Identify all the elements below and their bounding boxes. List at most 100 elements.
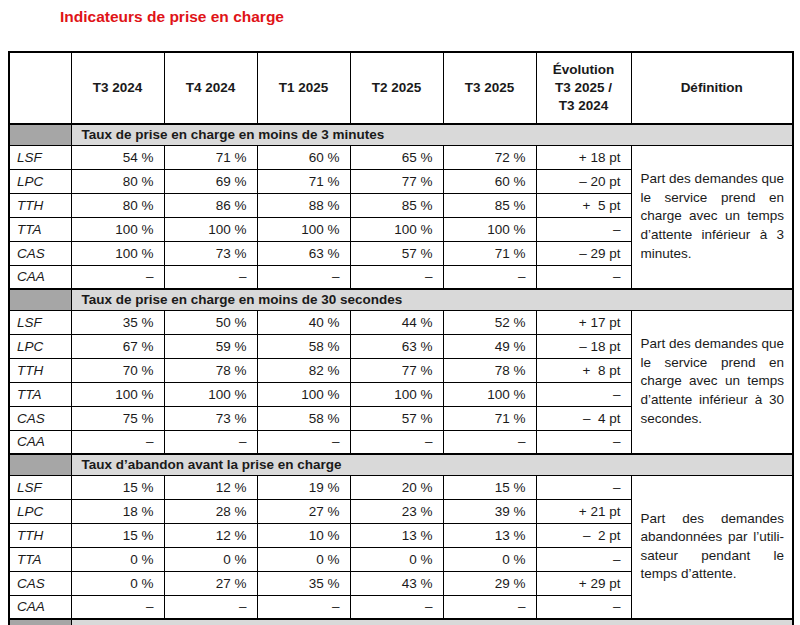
value-cell: 67 % (71, 334, 164, 358)
row-label: LSF (9, 475, 71, 499)
value-cell: – (350, 430, 443, 454)
value-cell: – (443, 265, 536, 289)
value-cell: 18 % (71, 499, 164, 523)
value-cell: – (257, 595, 350, 619)
table-row: LSF15 %12 %19 %20 %15 %–Part des demande… (9, 475, 793, 499)
value-cell: 0 % (257, 547, 350, 571)
column-header-t1-2025: T1 2025 (257, 52, 350, 124)
value-cell: 54 % (71, 145, 164, 169)
section-title: Taux de prise en charge en moins de 3 mi… (71, 124, 793, 145)
section-title: Taux de prise en charge en moins de 30 s… (71, 289, 793, 310)
value-cell: 63 % (350, 334, 443, 358)
value-cell: – (164, 595, 257, 619)
value-cell: 85 % (350, 193, 443, 217)
value-cell: 60 % (257, 145, 350, 169)
value-cell: 13 % (443, 523, 536, 547)
value-cell: 100 % (443, 217, 536, 241)
column-header-t2-2025: T2 2025 (350, 52, 443, 124)
evolution-cell: – 18 pt (536, 334, 631, 358)
section-header-row: Taux de prise en charge en moins de 3 mi… (9, 124, 793, 145)
evolution-cell: – (536, 595, 631, 619)
row-label: CAA (9, 265, 71, 289)
value-cell: 12 % (164, 475, 257, 499)
value-cell: 71 % (257, 169, 350, 193)
value-cell: 70 % (71, 358, 164, 382)
value-cell: 0 % (71, 547, 164, 571)
page-title: Indicateurs de prise en charge (60, 7, 800, 27)
value-cell: 0 % (164, 547, 257, 571)
evolution-cell: – (536, 265, 631, 289)
value-cell: – (350, 265, 443, 289)
column-header-t4-2024: T4 2024 (164, 52, 257, 124)
value-cell: 88 % (257, 193, 350, 217)
definition-cell: Part des demandes que le service prend e… (631, 145, 793, 289)
value-cell: 19 % (257, 475, 350, 499)
value-cell: – (71, 265, 164, 289)
value-cell: 78 % (443, 358, 536, 382)
evolution-cell: – 29 pt (536, 241, 631, 265)
value-cell: 27 % (164, 571, 257, 595)
value-cell: 100 % (164, 217, 257, 241)
value-cell: – (71, 430, 164, 454)
evolution-cell: – 20 pt (536, 169, 631, 193)
value-cell: 28 % (164, 499, 257, 523)
value-cell: 78 % (164, 358, 257, 382)
value-cell: 80 % (71, 169, 164, 193)
value-cell: 58 % (257, 406, 350, 430)
value-cell: 77 % (350, 169, 443, 193)
evolution-cell: + 21 pt (536, 499, 631, 523)
row-label: LPC (9, 169, 71, 193)
row-label: CAS (9, 406, 71, 430)
value-cell: 29 % (443, 571, 536, 595)
value-cell: 35 % (257, 571, 350, 595)
section-title: Taux d’abandon avant la prise en charge (71, 454, 793, 475)
section-title (71, 619, 793, 625)
row-label: TTA (9, 382, 71, 406)
evolution-cell: – 4 pt (536, 406, 631, 430)
row-label: TTH (9, 193, 71, 217)
value-cell: 40 % (257, 310, 350, 334)
value-cell: 0 % (71, 571, 164, 595)
header-row: T3 2024 T4 2024 T1 2025 T2 2025 T3 2025 … (9, 52, 793, 124)
table-body: Taux de prise en charge en moins de 3 mi… (9, 124, 793, 625)
section-label-cell (9, 454, 71, 475)
value-cell: – (164, 265, 257, 289)
value-cell: 71 % (164, 145, 257, 169)
value-cell: 69 % (164, 169, 257, 193)
value-cell: 12 % (164, 523, 257, 547)
value-cell: 71 % (443, 406, 536, 430)
value-cell: 73 % (164, 406, 257, 430)
definition-cell: Part des demandes que le service prend e… (631, 310, 793, 454)
evolution-cell: + 8 pt (536, 358, 631, 382)
table-row: LSF54 %71 %60 %65 %72 %+ 18 ptPart des d… (9, 145, 793, 169)
value-cell: 100 % (71, 241, 164, 265)
value-cell: 13 % (350, 523, 443, 547)
value-cell: 100 % (350, 217, 443, 241)
value-cell: 100 % (257, 382, 350, 406)
row-label: TTA (9, 547, 71, 571)
partial-section-header-row (9, 619, 793, 625)
value-cell: 57 % (350, 241, 443, 265)
table-row: LSF35 %50 %40 %44 %52 %+ 17 ptPart des d… (9, 310, 793, 334)
section-label-cell (9, 289, 71, 310)
value-cell: 100 % (164, 382, 257, 406)
value-cell: 15 % (71, 523, 164, 547)
value-cell: – (443, 430, 536, 454)
value-cell: 65 % (350, 145, 443, 169)
section-header-row: Taux d’abandon avant la prise en charge (9, 454, 793, 475)
row-label: LPC (9, 499, 71, 523)
row-label: CAS (9, 241, 71, 265)
value-cell: – (257, 265, 350, 289)
value-cell: 100 % (350, 382, 443, 406)
value-cell: 63 % (257, 241, 350, 265)
evolution-cell: – (536, 547, 631, 571)
corner-cell (9, 52, 71, 124)
value-cell: 10 % (257, 523, 350, 547)
value-cell: 80 % (71, 193, 164, 217)
indicators-table: T3 2024 T4 2024 T1 2025 T2 2025 T3 2025 … (8, 51, 794, 625)
value-cell: 15 % (71, 475, 164, 499)
value-cell: 39 % (443, 499, 536, 523)
row-label: LSF (9, 310, 71, 334)
value-cell: 77 % (350, 358, 443, 382)
evolution-cell: + 17 pt (536, 310, 631, 334)
